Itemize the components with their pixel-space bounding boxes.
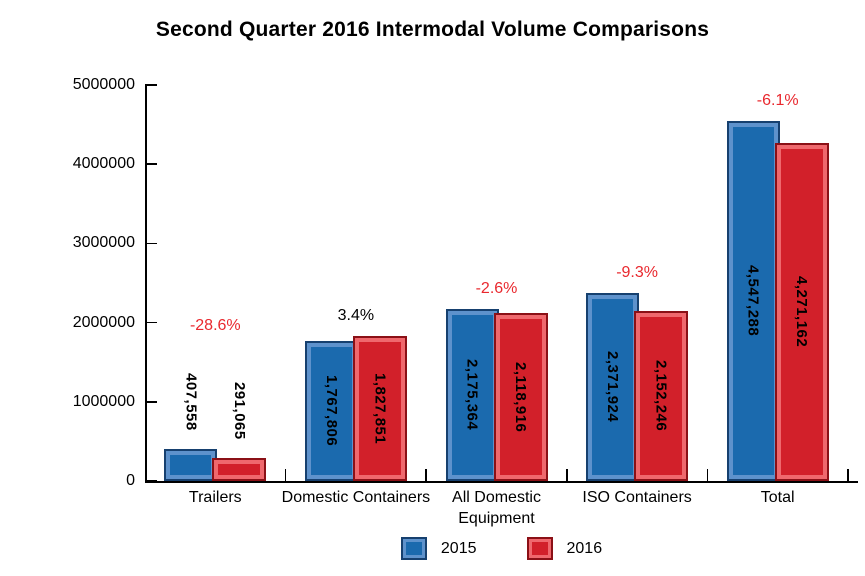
y-tick-mark [145, 480, 157, 482]
x-tick-mark [284, 469, 287, 481]
bar-2016-iso-containers [634, 310, 689, 481]
bar-2015-iso-containers [586, 293, 640, 481]
category-label-iso-containers: ISO Containers [582, 489, 692, 506]
bar-2016-domestic-containers [352, 336, 407, 481]
bar-2015-total [726, 120, 780, 481]
pct-change-label-domestic-containers: 3.4% [337, 307, 375, 325]
legend-swatch-2016 [526, 537, 553, 560]
y-tick-label: 2000000 [72, 313, 135, 331]
legend-swatch-2015 [400, 537, 427, 560]
category-label-trailers: Trailers [188, 489, 242, 506]
legend-label-2016: 2016 [566, 539, 603, 557]
pct-change-label-trailers: -28.6% [189, 316, 241, 334]
y-tick-label: 5000000 [72, 76, 135, 93]
bar-2016-all-domestic-equipment [493, 313, 548, 481]
y-tick-label: 0 [126, 472, 135, 489]
legend-item-2016: 2016 [526, 537, 603, 560]
pct-change-label-iso-containers: -9.3% [616, 264, 658, 282]
value-label-2015-trailers: 407,558 [164, 339, 217, 431]
value-label-text: 407,558 [182, 372, 200, 431]
chart-title: Second Quarter 2016 Intermodal Volume Co… [155, 18, 710, 41]
x-tick-mark [425, 469, 427, 481]
y-tick-mark [145, 401, 157, 403]
x-tick-mark [566, 469, 568, 481]
y-tick-mark [145, 242, 157, 245]
y-tick-label: 1000000 [72, 392, 135, 410]
category-label-total: Total [760, 489, 795, 506]
y-tick-label: 3000000 [72, 234, 135, 252]
value-label-2016-trailers: 291,065 [212, 348, 266, 440]
x-axis-line [145, 481, 858, 483]
bar-2016-trailers [212, 457, 267, 481]
pct-change-label-all-domestic-equipment: -2.6% [475, 279, 518, 297]
legend-item-2015: 2015 [400, 537, 477, 560]
category-label-all-domestic-equipment: All Domestic Equipment [452, 489, 541, 527]
y-axis-line [145, 85, 147, 483]
y-tick-mark [145, 163, 157, 165]
bar-2015-domestic-containers [304, 340, 358, 481]
bar-2015-trailers [164, 448, 218, 481]
value-label-text: 291,065 [230, 382, 248, 440]
pct-change-label-total: -6.1% [756, 91, 799, 109]
x-tick-mark [706, 469, 709, 481]
legend-label-2015: 2015 [440, 539, 477, 557]
y-tick-label: 4000000 [72, 155, 135, 173]
bar-2015-all-domestic-equipment [445, 308, 499, 481]
x-tick-mark [847, 469, 849, 481]
legend: 2015 2016 [145, 537, 858, 560]
y-tick-mark [145, 321, 157, 324]
y-tick-mark [145, 84, 157, 86]
category-label-domestic-containers: Domestic Containers [281, 489, 431, 506]
bar-2016-total [774, 142, 829, 481]
